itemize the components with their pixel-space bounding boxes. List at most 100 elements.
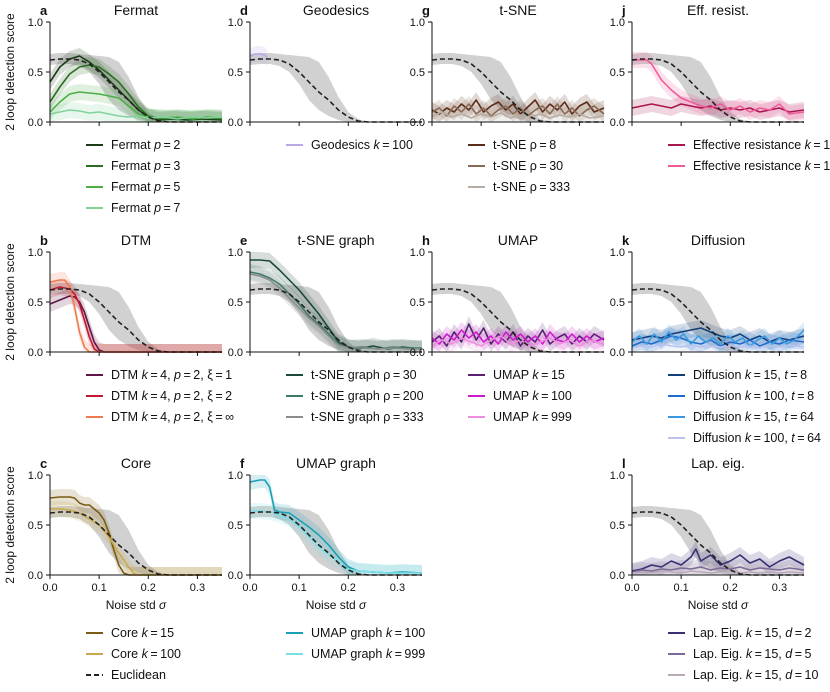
- x-tick-label: 0.1: [673, 582, 688, 594]
- series-line: [631, 329, 805, 347]
- y-tick-label: 0.0: [610, 570, 625, 582]
- x-tick-label: 0.2: [341, 582, 356, 594]
- euclidean-band: [250, 283, 422, 352]
- euclidean-line: [49, 288, 222, 353]
- series-line: [49, 279, 222, 353]
- legend-label: UMAP graph k = 100: [311, 626, 425, 640]
- x-axis-label: Noise std σ: [688, 598, 749, 612]
- x-tick-label: 0.1: [91, 582, 106, 594]
- legend-label: t-SNE ρ = 30: [493, 159, 563, 173]
- panel-c: Core c 0.0 0.5 1.0 0.0 0.1 0.2 0.3 2 loop detecti…: [3, 455, 222, 682]
- panel-title: Lap. eig.: [691, 455, 745, 471]
- euclidean-line: [249, 58, 422, 123]
- series-line: [249, 273, 422, 350]
- euclidean-band: [50, 283, 222, 352]
- y-tick-label: 1.0: [28, 470, 43, 482]
- y-tick-label: 1.0: [228, 17, 243, 29]
- panel-title: DTM: [121, 232, 151, 248]
- series-line: [49, 496, 222, 576]
- x-tick-label: 0.0: [624, 582, 639, 594]
- euclidean-band: [632, 506, 804, 575]
- euclidean-line: [631, 511, 804, 576]
- panel-j: Eff. resist. j 0.0 0.5 1.0 Effective resistan…: [610, 2, 830, 173]
- legend-label: UMAP k = 15: [493, 368, 565, 382]
- panel-a: Fermat a 0.0 0.5 1.0 2 loop detection score Fe…: [3, 2, 223, 215]
- series-line: [631, 566, 805, 573]
- x-tick-label: 0.3: [390, 582, 405, 594]
- legend-label: DTM k = 4, p = 2, ξ = 2: [111, 389, 232, 403]
- panel-letter: h: [422, 233, 430, 248]
- panel-letter: b: [40, 233, 48, 248]
- series-band: [50, 489, 222, 575]
- y-tick-label: 0.5: [28, 520, 43, 532]
- series-band: [632, 322, 804, 352]
- panel-k: Diffusion k 0.0 0.5 1.0 Diffusion k = 15, t =…: [610, 232, 821, 445]
- y-tick-label: 0.5: [28, 67, 43, 79]
- panel-letter: f: [240, 456, 245, 471]
- euclidean-line: [631, 58, 804, 123]
- x-tick-label: 0.0: [242, 582, 257, 594]
- euclidean-band: [250, 506, 422, 575]
- euclidean-band: [632, 283, 804, 352]
- panel-title: t-SNE graph: [297, 232, 374, 248]
- legend-label: t-SNE ρ = 8: [493, 138, 556, 152]
- euclidean-band: [250, 53, 422, 122]
- euclidean-band: [50, 506, 222, 575]
- series-line: [249, 53, 268, 59]
- panel-letter: j: [621, 3, 626, 18]
- series-line: [431, 111, 605, 119]
- x-tick-label: 0.2: [141, 582, 156, 594]
- legend-label: Effective resistance k = 15: [693, 138, 830, 152]
- legend-label: t-SNE graph ρ = 30: [311, 368, 417, 382]
- legend: Diffusion k = 15, t = 8 Diffusion k = 100…: [668, 368, 821, 445]
- y-tick-label: 0.5: [28, 297, 43, 309]
- panel-title: Geodesics: [303, 2, 369, 18]
- y-tick-label: 1.0: [610, 247, 625, 259]
- euclidean-band: [632, 53, 804, 122]
- legend-label: Euclidean: [111, 668, 166, 682]
- legend-label: Core k = 15: [111, 626, 174, 640]
- series-band: [250, 266, 422, 352]
- euclidean-line: [249, 288, 422, 353]
- y-tick-label: 0.0: [228, 347, 243, 359]
- x-tick-label: 0.2: [723, 582, 738, 594]
- series-line: [631, 343, 805, 349]
- legend-label: Core k = 100: [111, 647, 181, 661]
- euclidean-line: [49, 58, 222, 123]
- panel-letter: d: [240, 3, 248, 18]
- series-line: [632, 59, 805, 115]
- y-tick-label: 1.0: [28, 17, 43, 29]
- y-tick-label: 1.0: [228, 470, 243, 482]
- legend-label: Geodesics k = 100: [311, 138, 413, 152]
- legend-label: UMAP graph k = 999: [311, 647, 425, 661]
- legend-label: Diffusion k = 15, t = 8: [693, 368, 807, 382]
- series-band: [250, 46, 268, 66]
- x-tick-label: 0.0: [42, 582, 57, 594]
- y-tick-label: 0.0: [228, 117, 243, 129]
- legend: UMAP k = 15 UMAP k = 100 UMAP k = 999: [468, 368, 572, 424]
- panel-title: UMAP graph: [296, 455, 376, 471]
- panel-f: UMAP graph f 0.0 0.5 1.0 0.0 0.1 0.2 0.3 Noise st…: [228, 455, 426, 661]
- series-line: [431, 329, 605, 345]
- x-tick-label: 0.3: [772, 582, 787, 594]
- euclidean-band: [432, 53, 604, 122]
- legend-label: Lap. Eig. k = 15, d = 10: [693, 668, 818, 682]
- y-tick-label: 1.0: [410, 247, 425, 259]
- euclidean-band: [50, 53, 222, 122]
- panel-letter: a: [40, 3, 48, 18]
- panel-d: Geodesics d 0.0 0.5 1.0 Geodesics k = 100: [228, 2, 422, 152]
- y-tick-label: 0.0: [228, 570, 243, 582]
- y-tick-label: 0.0: [28, 347, 43, 359]
- y-tick-label: 1.0: [228, 247, 243, 259]
- panel-letter: l: [622, 456, 626, 471]
- series-band: [250, 252, 422, 352]
- panel-title: Diffusion: [691, 232, 745, 248]
- legend: DTM k = 4, p = 2, ξ = 1 DTM k = 4, p = 2,…: [86, 368, 234, 424]
- panel-b: DTM b 0.0 0.5 1.0 2 loop detection score DTM k…: [3, 232, 234, 424]
- series-band: [432, 92, 604, 122]
- legend: UMAP graph k = 100 UMAP graph k = 999: [286, 626, 425, 661]
- legend-label: Fermat p = 5: [111, 180, 180, 194]
- series-line: [49, 286, 222, 353]
